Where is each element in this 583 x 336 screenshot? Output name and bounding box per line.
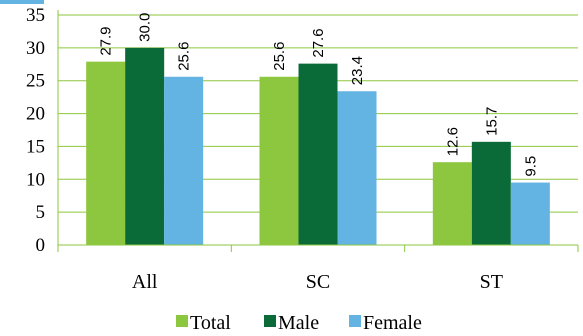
data-label: 27.6 [310, 28, 327, 57]
bar-female-sc [337, 91, 377, 245]
legend: Total Male Female [176, 312, 422, 334]
data-label: 27.9 [98, 26, 115, 55]
legend-swatch-female [349, 315, 361, 327]
bar-total-st [432, 162, 472, 245]
bars [86, 47, 550, 246]
y-tick-label: 35 [26, 5, 45, 26]
category-label-st: ST [480, 271, 503, 293]
data-label: 25.6 [176, 42, 193, 71]
y-axis-ticks: 0 5 10 15 20 25 30 35 [26, 5, 45, 256]
legend-label-total: Total [190, 312, 231, 334]
y-tick-label: 10 [26, 169, 45, 190]
category-labels: All SC ST [132, 271, 503, 293]
y-tick-label: 25 [26, 71, 45, 92]
y-tick-label: 15 [26, 136, 45, 157]
bar-male-sc [298, 63, 338, 245]
y-tick-label: 30 [26, 38, 45, 59]
legend-swatch-male [264, 315, 276, 327]
legend-label-female: Female [363, 312, 422, 334]
data-labels: 27.9 30.0 25.6 25.6 27.6 23.4 12.6 15.7 9.5 [98, 13, 540, 177]
data-label: 9.5 [522, 156, 539, 177]
category-label-sc: SC [306, 271, 330, 293]
bar-male-all [125, 47, 165, 245]
data-label: 15.7 [483, 107, 500, 136]
y-tick-label: 5 [36, 202, 46, 223]
legend-label-male: Male [278, 312, 319, 334]
bar-male-st [471, 141, 511, 245]
y-tick-label: 0 [36, 235, 46, 256]
legend-swatch-total [176, 315, 188, 327]
y-tick-label: 20 [26, 104, 45, 125]
data-label: 12.6 [444, 127, 461, 156]
axis-accent [0, 0, 44, 4]
bar-total-all [86, 61, 126, 246]
bar-female-st [510, 182, 550, 245]
bar-female-all [164, 76, 204, 246]
data-label: 23.4 [349, 56, 366, 85]
axes [0, 0, 579, 252]
category-label-all: All [132, 271, 158, 293]
data-label: 25.6 [271, 42, 288, 71]
bar-total-sc [259, 76, 299, 246]
data-label: 30.0 [137, 13, 154, 42]
